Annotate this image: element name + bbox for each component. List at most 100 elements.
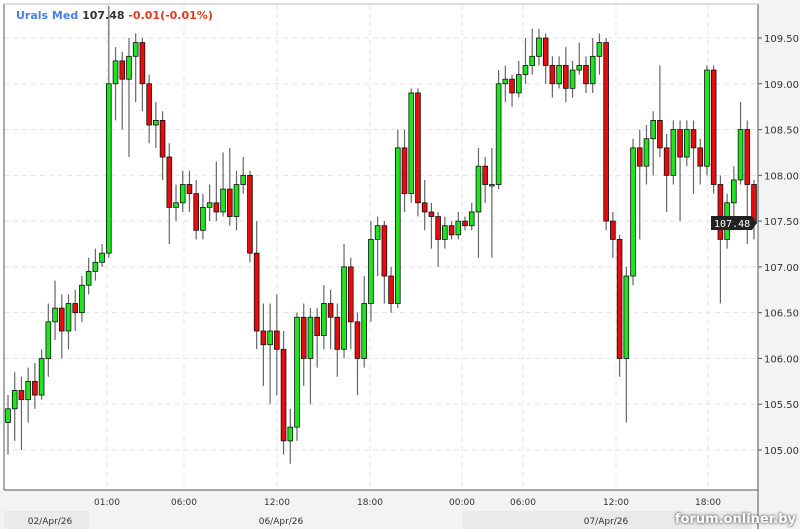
candle xyxy=(529,28,536,75)
candle xyxy=(314,308,320,368)
y-tick-label: 105.50 xyxy=(764,400,799,411)
candle xyxy=(179,170,186,212)
candle xyxy=(428,202,435,249)
date-label: 07/Apr/26 xyxy=(584,517,629,527)
candle xyxy=(515,60,522,98)
candle-body-up xyxy=(106,83,112,254)
candle-body-up xyxy=(630,147,636,277)
candle-body-up xyxy=(395,147,401,304)
candle xyxy=(455,211,462,240)
candle-body-down xyxy=(166,156,173,208)
date-band xyxy=(4,511,89,529)
candle xyxy=(395,129,401,309)
candle-body-up xyxy=(489,184,495,187)
candle-body-down xyxy=(146,83,152,126)
candle xyxy=(240,157,247,194)
candle xyxy=(475,147,482,258)
date-label: 06/Apr/26 xyxy=(259,517,304,527)
candle-body-down xyxy=(381,225,388,277)
candle-body-down xyxy=(274,330,280,350)
candle xyxy=(11,372,18,441)
candle xyxy=(630,138,636,286)
candle xyxy=(616,234,623,377)
candle-body-up xyxy=(683,129,690,158)
candle-body-down xyxy=(327,303,334,318)
candle-body-up xyxy=(267,330,273,346)
y-tick-label: 105.00 xyxy=(764,446,799,457)
candle xyxy=(657,65,663,158)
candle xyxy=(482,157,488,203)
candle xyxy=(119,51,126,130)
last-price-marker: 107.48 xyxy=(711,215,757,230)
candle-body-down xyxy=(690,129,697,149)
y-tick-label: 108.50 xyxy=(764,126,799,137)
last-price: 107.48 xyxy=(82,9,125,22)
price-change: -0.01(-0.01%) xyxy=(128,9,213,22)
candle xyxy=(502,65,509,103)
candle xyxy=(220,152,226,217)
candle-body-down xyxy=(226,188,233,217)
candle-body-up xyxy=(556,65,562,85)
candle xyxy=(126,38,132,158)
candle-body-up xyxy=(442,225,448,240)
candle-body-down xyxy=(663,147,670,176)
candle-body-down xyxy=(347,266,354,323)
candle-body-up xyxy=(132,42,139,57)
candle-body-up xyxy=(704,69,710,167)
candle-body-down xyxy=(119,60,126,80)
x-tick-label: 06:00 xyxy=(510,498,536,508)
candle-body-down xyxy=(247,174,253,254)
candle-body-up xyxy=(307,316,314,359)
candle xyxy=(260,303,267,386)
candle-body-down xyxy=(354,321,361,359)
candle-body-down xyxy=(213,202,220,213)
candle xyxy=(717,175,724,304)
candle xyxy=(381,221,388,304)
candle xyxy=(79,276,85,322)
candle-body-up xyxy=(536,37,542,57)
candle xyxy=(166,143,173,245)
x-tick-label: 18:00 xyxy=(695,498,721,508)
candle xyxy=(489,147,495,258)
candle xyxy=(106,5,112,258)
candle xyxy=(683,120,690,167)
candle-body-up xyxy=(45,321,52,359)
x-tick-label: 12:00 xyxy=(603,498,629,508)
candle xyxy=(25,367,31,423)
candle xyxy=(650,111,656,176)
candle-body-up xyxy=(368,239,374,304)
candle-body-down xyxy=(697,147,704,167)
candle-body-up xyxy=(576,65,583,71)
chart-header: Urals Med 107.48 -0.01(-0.01%) xyxy=(16,9,213,22)
candle xyxy=(710,65,717,194)
candle-body-up xyxy=(206,202,213,208)
candle xyxy=(18,376,25,451)
candle-body-down xyxy=(677,129,683,158)
candle-body-up xyxy=(11,390,18,410)
candle-body-down xyxy=(388,275,394,304)
candle-body-down xyxy=(542,37,549,66)
candle-body-up xyxy=(79,284,85,314)
candle xyxy=(388,266,394,313)
candle-body-down xyxy=(482,165,488,185)
date-label: 02/Apr/26 xyxy=(28,517,73,527)
candle xyxy=(38,349,45,400)
candle-body-up xyxy=(468,211,475,227)
candle-body-down xyxy=(448,225,455,236)
candle xyxy=(132,33,139,103)
candle xyxy=(563,47,569,103)
candle-body-down xyxy=(603,42,609,222)
candle xyxy=(401,129,408,212)
candle-body-down xyxy=(421,202,428,213)
candle-body-down xyxy=(186,184,193,195)
candle xyxy=(623,266,630,423)
candle xyxy=(200,193,206,240)
candle xyxy=(751,179,757,240)
candle-body-down xyxy=(428,211,435,217)
price-axis-background xyxy=(758,0,800,529)
candle-body-down xyxy=(549,65,556,85)
candle xyxy=(85,257,92,295)
symbol-name: Urals Med xyxy=(16,9,79,22)
candle-body-up xyxy=(220,188,226,213)
